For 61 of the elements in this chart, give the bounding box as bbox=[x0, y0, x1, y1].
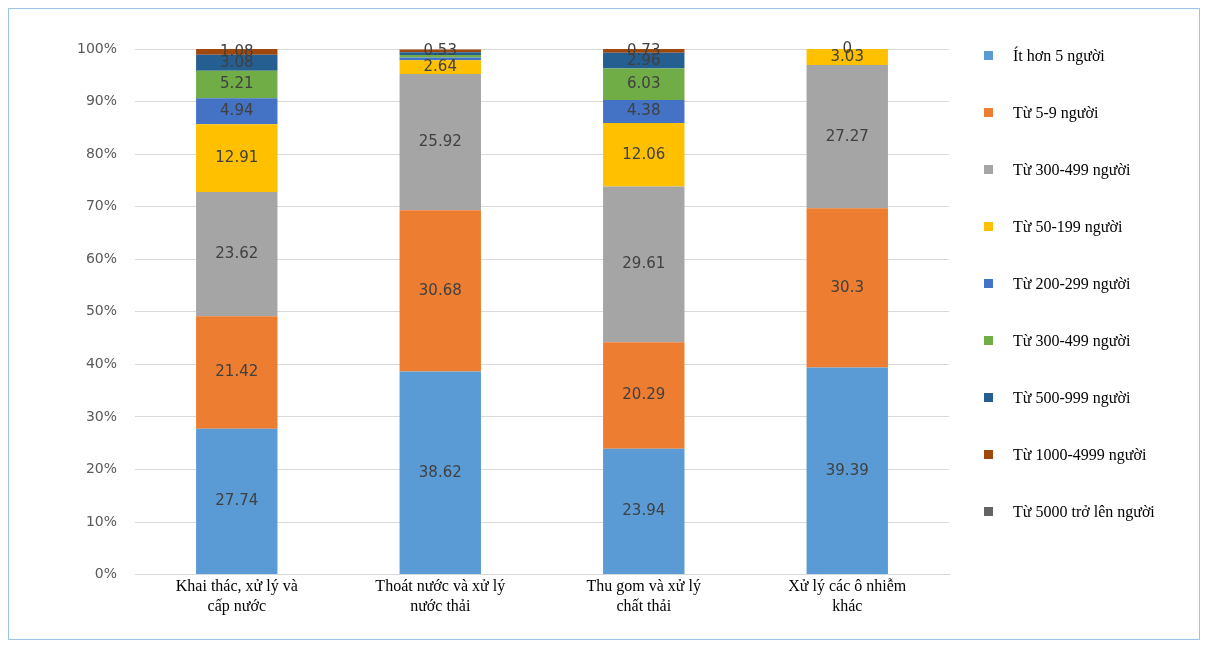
legend-label: Từ 5000 trở lên người bbox=[1013, 501, 1156, 522]
data-label: 27.27 bbox=[825, 126, 869, 145]
bar bbox=[603, 448, 685, 575]
legend-label: Từ 300-499 người bbox=[1013, 330, 1132, 351]
y-tick-label: 80% bbox=[85, 144, 118, 161]
data-label: 23.94 bbox=[622, 501, 666, 520]
x-tick-label: Thu gom và xử lý chất thải bbox=[586, 577, 701, 614]
data-label: 30.68 bbox=[418, 280, 462, 299]
bar bbox=[603, 123, 685, 187]
bar bbox=[196, 192, 278, 317]
bar bbox=[196, 124, 278, 193]
y-tick-label: 40% bbox=[85, 355, 118, 371]
bar bbox=[603, 342, 685, 449]
y-tick-label: 20% bbox=[85, 460, 118, 477]
data-label: 25.92 bbox=[418, 132, 462, 151]
bar bbox=[196, 70, 278, 99]
bar bbox=[806, 64, 888, 209]
y-tick-label: 0% bbox=[94, 565, 118, 582]
bar bbox=[806, 367, 888, 575]
data-label: 38.62 bbox=[418, 462, 462, 481]
data-label: 39.39 bbox=[825, 460, 869, 479]
y-tick-label: 30% bbox=[85, 407, 118, 424]
data-label: 20.29 bbox=[622, 385, 666, 404]
legend-label: Từ 200-299 người bbox=[1013, 273, 1132, 294]
y-tick-label: 10% bbox=[85, 512, 118, 529]
legend-label: Từ 300-499 người bbox=[1013, 159, 1132, 180]
bar bbox=[806, 208, 888, 368]
legend-label: Từ 500-999 người bbox=[1013, 387, 1132, 408]
data-label: 0.53 bbox=[423, 40, 457, 59]
y-tick-label: 100% bbox=[76, 39, 118, 56]
bar bbox=[603, 68, 685, 101]
data-label: 30.3 bbox=[830, 277, 864, 296]
bar bbox=[196, 98, 278, 125]
bar bbox=[603, 186, 685, 343]
y-tick-label: 90% bbox=[85, 92, 118, 109]
data-label: 23.62 bbox=[215, 244, 259, 263]
data-label: 6.03 bbox=[627, 74, 661, 93]
y-tick-label: 60% bbox=[85, 249, 118, 266]
y-tick-label: 50% bbox=[85, 302, 118, 319]
data-label: 5.21 bbox=[220, 74, 254, 93]
legend-label: Từ 50-199 người bbox=[1013, 216, 1124, 237]
y-tick-label: 70% bbox=[85, 197, 118, 214]
data-label: 2.64 bbox=[423, 57, 457, 76]
data-label: 12.91 bbox=[215, 148, 259, 167]
data-label: 21.42 bbox=[215, 362, 259, 381]
data-label: 27.74 bbox=[215, 491, 259, 510]
data-label: 4.94 bbox=[220, 101, 254, 120]
legend-label: Từ 1000-4999 người bbox=[1013, 444, 1148, 465]
legend-label: Từ 5-9 người bbox=[1013, 102, 1100, 123]
data-label: 29.61 bbox=[622, 254, 666, 273]
bar bbox=[399, 210, 481, 372]
bar bbox=[399, 371, 481, 575]
x-tick-label: Xử lý các ô nhiễm khác bbox=[788, 577, 907, 614]
legend-label: Ít hơn 5 người bbox=[1013, 45, 1106, 66]
x-tick-label: Khai thác, xử lý và cấp nước bbox=[175, 577, 298, 615]
bar bbox=[399, 74, 481, 211]
bar bbox=[196, 316, 278, 429]
bar bbox=[196, 428, 278, 575]
data-label: 12.06 bbox=[622, 144, 666, 163]
data-label: 4.38 bbox=[627, 101, 661, 120]
x-tick-label: Thoát nước và xử lý nước thải bbox=[375, 577, 506, 614]
